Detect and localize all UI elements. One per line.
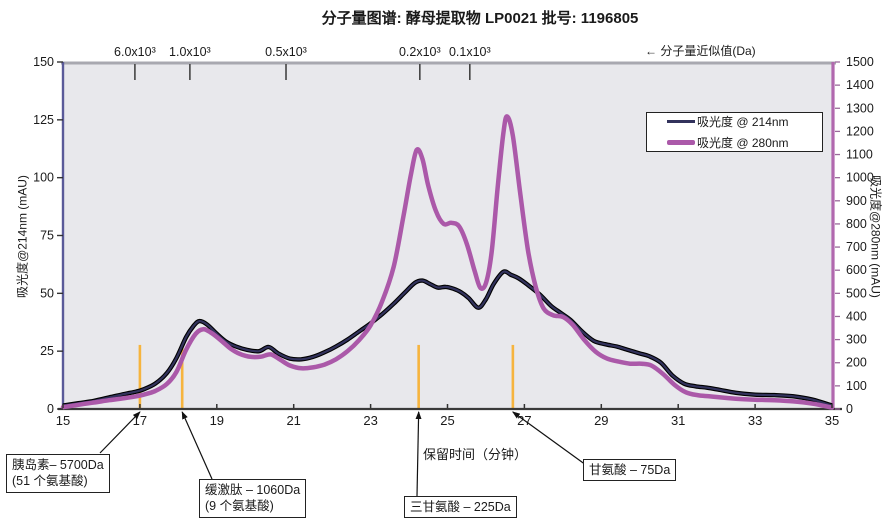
annotation-triglycine: 三甘氨酸 – 225Da xyxy=(404,496,517,519)
legend-line-280nm-icon xyxy=(667,140,695,145)
y-right-tick-label: 400 xyxy=(846,309,867,323)
x-tick-label: 17 xyxy=(133,413,147,428)
annotation-insulin-line1: 胰岛素– 5700Da xyxy=(12,458,104,472)
legend: 吸光度 @ 214nm 吸光度 @ 280nm xyxy=(646,112,823,152)
y-right-tick-label: 500 xyxy=(846,286,867,300)
y-right-tick-label: 100 xyxy=(846,379,867,393)
series-280nm-line xyxy=(60,114,835,410)
y-right-tick-label: 1200 xyxy=(846,124,874,138)
legend-item-214nm: 吸光度 @ 214nm xyxy=(667,113,822,130)
annotation-arrow xyxy=(415,411,422,497)
annotation-arrow xyxy=(99,411,141,454)
y-left-tick-label: 0 xyxy=(47,402,54,416)
legend-line-214nm-icon xyxy=(667,120,695,123)
x-tick-label: 29 xyxy=(594,413,608,428)
top-axis-unit-label: ← 分子量近似值(Da) xyxy=(645,44,756,58)
annotation-arrow xyxy=(512,411,587,466)
y-right-tick-label: 1000 xyxy=(846,171,874,185)
annotation-triglycine-line1: 三甘氨酸 – 225Da xyxy=(410,500,511,514)
x-axis-title: 保留时间（分钟） xyxy=(422,447,527,462)
y-right-tick-label: 900 xyxy=(846,194,867,208)
y-right-tick-label: 1100 xyxy=(846,148,873,162)
mw-tick-label: 0.1x10³ xyxy=(449,45,491,59)
y-right-tick-label: 300 xyxy=(846,333,867,347)
annotation-glycine-line1: 甘氨酸 – 75Da xyxy=(589,463,671,477)
annotation-bradykinin: 缓激肽 – 1060Da (9 个氨基酸) xyxy=(199,479,307,518)
mw-tick-label: 6.0x10³ xyxy=(114,45,156,59)
mw-tick-label: 0.5x10³ xyxy=(265,45,307,59)
series-214nm-line xyxy=(62,270,833,407)
chart-title: 分子量图谱: 酵母提取物 LP0021 批号: 1196805 xyxy=(321,10,639,27)
annotation-insulin-line2: (51 个氨基酸) xyxy=(12,474,88,489)
mw-tick-label: 1.0x10³ xyxy=(169,45,211,59)
y-left-tick-label: 50 xyxy=(40,286,54,300)
y-right-tick-label: 1500 xyxy=(846,55,874,69)
legend-item-280nm: 吸光度 @ 280nm xyxy=(667,134,822,151)
x-tick-label: 19 xyxy=(210,413,224,428)
x-tick-label: 31 xyxy=(671,413,685,428)
x-tick-label: 23 xyxy=(363,413,377,428)
annotation-glycine: 甘氨酸 – 75Da xyxy=(583,459,677,482)
legend-label-280nm: 吸光度 @ 280nm xyxy=(697,136,789,150)
y-right-tick-label: 1300 xyxy=(846,101,874,115)
y-right-tick-label: 0 xyxy=(846,402,853,416)
x-tick-label: 25 xyxy=(440,413,454,428)
y-right-tick-label: 1400 xyxy=(846,78,874,92)
x-tick-label: 33 xyxy=(748,413,762,428)
y-left-tick-label: 150 xyxy=(33,55,54,69)
y-left-tick-label: 75 xyxy=(40,229,54,243)
x-tick-label: 35 xyxy=(825,413,839,428)
y-right-tick-label: 200 xyxy=(846,356,867,370)
y-right-tick-label: 800 xyxy=(846,217,867,231)
annotation-arrow xyxy=(181,411,213,480)
y-right-tick-label: 600 xyxy=(846,263,867,277)
y-left-tick-label: 100 xyxy=(33,171,54,185)
annotation-insulin: 胰岛素– 5700Da (51 个氨基酸) xyxy=(6,454,110,493)
y-left-tick-label: 25 xyxy=(40,344,54,358)
annotation-bradykinin-line1: 缓激肽 – 1060Da xyxy=(205,483,301,497)
annotation-bradykinin-line2: (9 个氨基酸) xyxy=(205,499,274,514)
mw-tick-label: 0.2x10³ xyxy=(399,45,441,59)
legend-label-214nm: 吸光度 @ 214nm xyxy=(697,115,789,129)
x-tick-label: 21 xyxy=(286,413,300,428)
y-left-tick-label: 125 xyxy=(33,113,54,127)
y-right-tick-label: 700 xyxy=(846,240,867,254)
x-tick-label: 15 xyxy=(56,413,70,428)
